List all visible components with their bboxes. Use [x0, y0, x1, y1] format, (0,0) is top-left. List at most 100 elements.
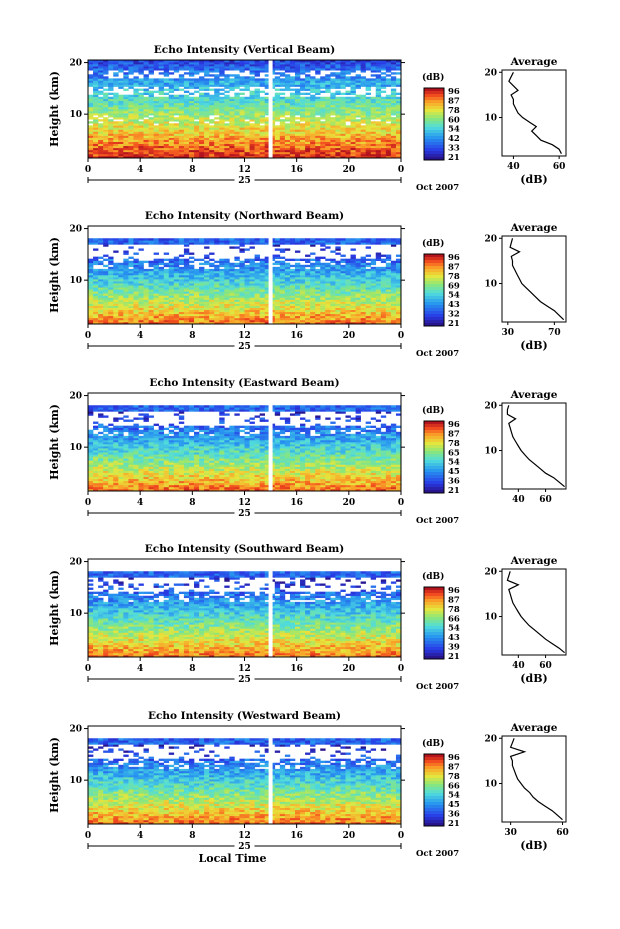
heatmap-cell	[264, 311, 271, 315]
heatmap-cell	[264, 303, 271, 306]
heatmap-cell	[219, 139, 225, 142]
heatmap-cell	[183, 135, 190, 138]
heatmap-cell	[264, 297, 271, 300]
heatmap-cell	[325, 66, 331, 69]
heatmap-cell	[88, 311, 94, 315]
heatmap-cell	[395, 281, 402, 284]
heatmap-cell	[385, 102, 392, 106]
heatmap-cell	[310, 321, 316, 325]
heatmap-cell	[279, 149, 286, 153]
heatmap-cell	[108, 321, 114, 325]
heatmap-cell	[98, 139, 104, 142]
heatmap-cell	[204, 102, 210, 106]
heatmap-cell	[360, 311, 366, 315]
heatmap-cell	[244, 145, 250, 149]
heatmap-cell	[279, 104, 286, 108]
heatmap-cell	[133, 127, 139, 130]
heatmap-cell	[325, 133, 331, 136]
heatmap-cell	[264, 315, 271, 319]
heatmap-cell	[330, 305, 336, 308]
heatmap-cell	[118, 94, 124, 98]
heatmap-cell	[395, 240, 402, 243]
heatmap-cell	[305, 104, 311, 108]
heatmap-cell	[199, 84, 205, 87]
heatmap-cell	[123, 321, 129, 325]
heatmap-cell	[204, 268, 210, 272]
heatmap-cell	[188, 279, 195, 282]
heatmap-cell	[183, 297, 190, 300]
heatmap-cell	[375, 88, 382, 91]
heatmap-cell	[188, 293, 195, 296]
heatmap-cell	[183, 321, 190, 325]
heatmap-cell	[194, 153, 200, 157]
heatmap-cell	[370, 60, 377, 63]
heatmap-cell	[264, 60, 271, 63]
heatmap-cell	[300, 295, 306, 298]
heatmap-cell	[209, 139, 215, 142]
heatmap-cell	[138, 125, 144, 128]
heatmap-cell	[178, 293, 185, 296]
heatmap-cell	[305, 137, 311, 140]
heatmap-cell	[259, 149, 265, 153]
heatmap-cell	[183, 260, 190, 264]
heatmap-cell	[224, 295, 230, 298]
heatmap-cell	[385, 307, 392, 311]
heatmap-cell	[173, 125, 180, 128]
heatmap-cell	[330, 62, 336, 65]
heatmap-cell	[264, 121, 271, 124]
heatmap-cell	[143, 305, 149, 308]
colorbar-band	[424, 257, 444, 261]
heatmap-cell	[138, 141, 144, 145]
heatmap-cell	[113, 96, 119, 100]
heatmap-cell	[138, 113, 144, 116]
heatmap-cell	[254, 88, 260, 91]
heatmap-cell	[335, 82, 341, 85]
heatmap-cell	[103, 131, 109, 134]
heatmap-cell	[148, 301, 154, 304]
heatmap-cell	[385, 115, 392, 118]
heatmap-cell	[390, 100, 397, 104]
heatmap-cell	[310, 98, 316, 102]
heatmap-cell	[325, 299, 331, 302]
heatmap-cell	[279, 268, 286, 272]
heatmap-cell	[355, 119, 361, 122]
heatmap-cell	[214, 139, 220, 142]
heatmap-cell	[360, 264, 366, 268]
heatmap-cell	[249, 113, 255, 116]
heatmap-cell	[375, 268, 382, 272]
heatmap-cell	[274, 119, 281, 122]
heatmap-cell	[168, 135, 175, 138]
heatmap-cell	[138, 72, 144, 75]
heatmap-cell	[244, 313, 250, 317]
heatmap-cell	[350, 149, 356, 153]
heatmap-cell	[229, 117, 235, 120]
heatmap-cell	[274, 238, 281, 241]
heatmap-cell	[153, 106, 159, 110]
heatmap-cell	[259, 102, 265, 106]
heatmap-cell	[315, 270, 321, 274]
heatmap-cell	[199, 121, 205, 124]
heatmap-cell	[173, 149, 180, 153]
heatmap-cell	[123, 311, 129, 315]
heatmap-cell	[340, 127, 346, 130]
heatmap-cell	[244, 319, 250, 323]
colorbar-band	[424, 266, 444, 270]
heatmap-cell	[93, 100, 99, 104]
heatmap-cell	[143, 281, 149, 284]
heatmap-cell	[153, 268, 159, 272]
heatmap-cell	[194, 319, 200, 323]
heatmap-cell	[133, 277, 139, 280]
heatmap-cell	[385, 293, 392, 296]
heatmap-cell	[168, 295, 175, 298]
heatmap-cell	[395, 111, 402, 114]
heatmap-cell	[350, 129, 356, 132]
heatmap-cell	[249, 98, 255, 102]
heatmap-cell	[153, 66, 159, 69]
heatmap-cell	[88, 319, 94, 323]
heatmap-cell	[113, 137, 119, 140]
heatmap-cell	[98, 313, 104, 317]
heatmap-cell	[380, 301, 387, 304]
heatmap-cell	[133, 117, 139, 120]
heatmap-cell	[153, 258, 159, 262]
heatmap-cell	[335, 264, 341, 268]
